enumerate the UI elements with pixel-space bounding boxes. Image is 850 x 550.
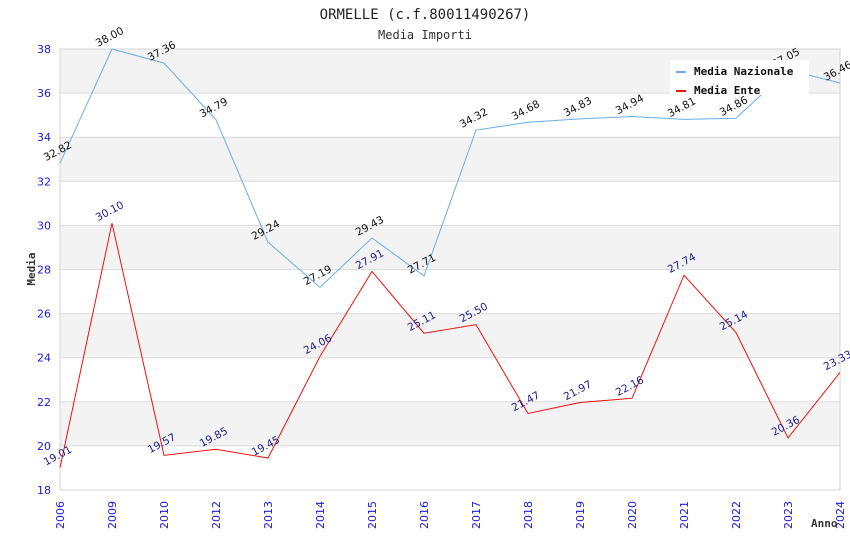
- x-axis-label: Anno: [811, 517, 838, 530]
- x-tick-label: 2021: [678, 501, 691, 529]
- x-tick-label: 2015: [366, 501, 379, 529]
- x-tick-label: 2013: [262, 501, 275, 529]
- y-tick-label: 30: [37, 219, 51, 232]
- y-tick-label: 22: [37, 396, 51, 409]
- legend: Media Nazionale Media Ente: [670, 60, 809, 97]
- data-label-media-nazionale: 38.00: [94, 25, 126, 50]
- grid-band: [60, 137, 840, 182]
- y-tick-label: 26: [37, 308, 51, 321]
- x-tick-label: 2016: [418, 501, 431, 529]
- grid-band: [60, 401, 840, 446]
- data-label-media-ente: 30.10: [94, 199, 126, 224]
- legend-box: [670, 60, 809, 95]
- x-axis-ticks: 2006 2009 2010 2012 2013 2014 2015 2016 2017 2018…: [54, 501, 847, 529]
- x-tick-label: 2012: [210, 501, 223, 529]
- chart-subtitle: Media Importi: [378, 28, 472, 42]
- series-group: [59, 48, 841, 468]
- y-tick-label: 20: [37, 440, 51, 453]
- y-tick-label: 28: [37, 264, 51, 277]
- data-label-media-nazionale: 34.81: [666, 95, 698, 120]
- x-tick-label: 2022: [730, 501, 743, 529]
- x-tick-label: 2023: [782, 501, 795, 529]
- y-tick-label: 24: [37, 352, 51, 365]
- data-label-media-nazionale: 34.86: [718, 94, 750, 119]
- series-line-media-nazionale: [59, 48, 841, 289]
- series-line-media-ente: [59, 223, 841, 468]
- data-label-media-nazionale: 34.83: [562, 95, 594, 120]
- legend-label-nazionale: Media Nazionale: [694, 65, 794, 78]
- grid-band: [60, 225, 840, 270]
- x-tick-label: 2006: [54, 501, 67, 529]
- x-tick-label: 2014: [314, 501, 327, 529]
- grid-band: [60, 313, 840, 358]
- y-tick-label: 38: [37, 43, 51, 56]
- chart-title: ORMELLE (c.f.80011490267): [320, 7, 531, 23]
- x-tick-label: 2020: [626, 501, 639, 529]
- data-label-media-nazionale: 34.94: [614, 92, 646, 117]
- y-tick-label: 32: [37, 175, 51, 188]
- data-label-media-nazionale: 34.32: [458, 106, 490, 131]
- gridlines: [60, 48, 840, 491]
- y-axis-label: Media: [25, 252, 38, 285]
- y-tick-label: 36: [37, 87, 51, 100]
- data-label-media-ente: 21.97: [562, 378, 594, 403]
- x-tick-label: 2024: [834, 501, 847, 529]
- y-tick-label: 34: [37, 131, 51, 144]
- legend-label-ente: Media Ente: [694, 84, 761, 97]
- y-tick-label: 18: [37, 484, 51, 497]
- plot-background-bands: [60, 49, 840, 446]
- plot-frame: [59, 48, 841, 491]
- x-tick-label: 2019: [574, 501, 587, 529]
- x-tick-label: 2010: [158, 501, 171, 529]
- x-tick-label: 2018: [522, 501, 535, 529]
- data-label-media-ente: 22.16: [614, 374, 646, 399]
- x-tick-label: 2009: [106, 501, 119, 529]
- data-label-media-nazionale: 34.68: [510, 98, 542, 123]
- y-axis-ticks: 18 20 22 24 26 28 30 32 34 36 38: [37, 43, 51, 497]
- x-tick-label: 2017: [470, 501, 483, 529]
